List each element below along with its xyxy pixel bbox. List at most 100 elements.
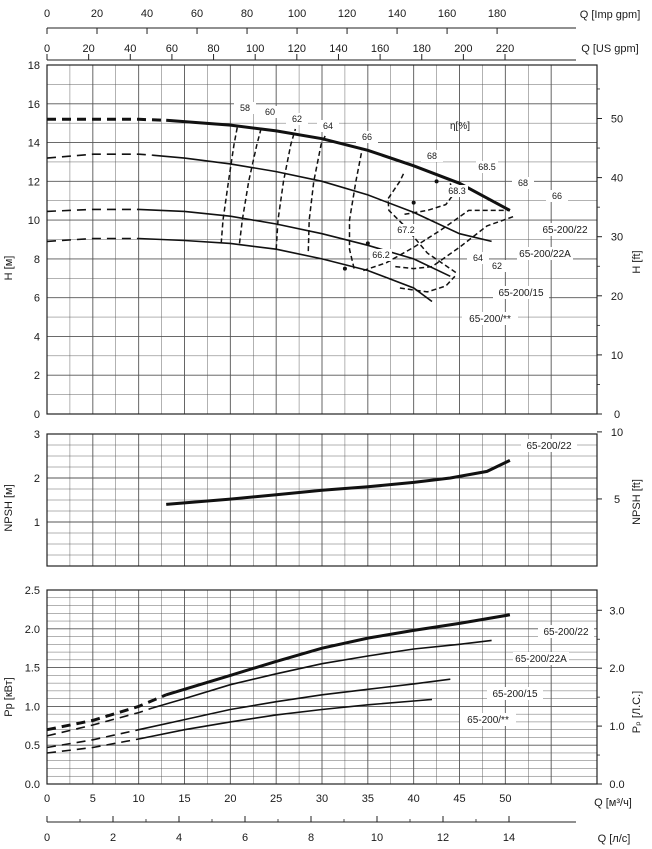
power-y-tick-label: 1.5 bbox=[25, 663, 40, 675]
head-curve-label-65-200/22: 65-200/22 bbox=[542, 225, 587, 236]
ls-tick-label: 4 bbox=[176, 832, 182, 844]
efficiency-label-62: 62 bbox=[492, 261, 502, 271]
efficiency-point-67.2 bbox=[365, 241, 370, 246]
efficiency-line-62 bbox=[275, 128, 297, 250]
efficiency-label-bg bbox=[356, 131, 378, 143]
head-curve-label-65-200/**: 65-200/** bbox=[469, 314, 511, 325]
curves-layer bbox=[46, 117, 515, 754]
imp-gpm-tick-label: 60 bbox=[191, 8, 203, 20]
head-y-tick-label: 0 bbox=[34, 409, 40, 421]
us-gpm-tick-label: 160 bbox=[371, 43, 389, 55]
efficiency-label-bg bbox=[467, 252, 489, 264]
head-y-label-right: H [ft] bbox=[631, 250, 643, 273]
imp-gpm-tick-label: 80 bbox=[241, 8, 253, 20]
head-right-tick-label: 0 bbox=[614, 409, 620, 421]
power-y-tick-label: 2.5 bbox=[25, 585, 40, 597]
power-curve-label-bg bbox=[460, 713, 516, 726]
head-y-tick-label: 14 bbox=[28, 138, 40, 150]
power-y-tick-label: 1.0 bbox=[25, 701, 40, 713]
imp-gpm-tick-label: 100 bbox=[288, 8, 306, 20]
x-tick-label-m3h: 20 bbox=[224, 793, 236, 805]
efficiency-label-bg bbox=[317, 120, 339, 132]
power-curve-dashed-65-200/** bbox=[46, 738, 139, 754]
ls-tick-label: 14 bbox=[503, 832, 515, 844]
us-gpm-tick-label: 200 bbox=[454, 43, 472, 55]
efficiency-line-66 bbox=[348, 148, 364, 269]
power-curve-label-bg bbox=[513, 652, 569, 665]
head-curve-65-200/15 bbox=[138, 208, 451, 278]
efficiency-label-bg bbox=[546, 190, 568, 202]
npsh-y-tick-label: 3 bbox=[34, 429, 40, 441]
npsh-y-label-right: NPSH [ft] bbox=[631, 479, 643, 525]
us-gpm-tick-label: 220 bbox=[496, 43, 514, 55]
x-tick-label-m3h: 5 bbox=[90, 793, 96, 805]
power-y-label-right: Pₚ [Л.С.] bbox=[631, 691, 643, 734]
power-y-tick-label: 0.5 bbox=[25, 740, 40, 752]
efficiency-point-66.2 bbox=[342, 266, 347, 271]
power-right-tick-label: 2.0 bbox=[609, 663, 624, 675]
power-right-tick-label: 3.0 bbox=[609, 605, 624, 617]
x-tick-label-m3h: 45 bbox=[453, 793, 465, 805]
head-right-tick-label: 20 bbox=[611, 291, 623, 303]
npsh-right-tick-label: 5 bbox=[614, 494, 620, 506]
ls-tick-label: 2 bbox=[110, 832, 116, 844]
x-tick-label-m3h: 40 bbox=[408, 793, 420, 805]
power-curve-65-200/22 bbox=[165, 613, 511, 697]
efficiency-label-68.5: 68.5 bbox=[478, 162, 496, 172]
efficiency-line-58 bbox=[220, 124, 239, 244]
head-y-tick-label: 6 bbox=[34, 293, 40, 305]
us-gpm-tick-label: 60 bbox=[166, 43, 178, 55]
imp-gpm-tick-label: 0 bbox=[44, 8, 50, 20]
power-curve-label-bg bbox=[487, 687, 543, 700]
npsh-right-tick-label: 10 bbox=[611, 427, 623, 439]
panel-frame-2 bbox=[46, 589, 598, 785]
efficiency-label-66: 66 bbox=[362, 132, 372, 142]
efficiency-line-62 bbox=[399, 275, 456, 293]
head-right-tick-label: 50 bbox=[611, 114, 623, 126]
imp-gpm-tick-label: 20 bbox=[91, 8, 103, 20]
efficiency-title: η[%] bbox=[450, 121, 470, 132]
head-curve-label-65-200/22A: 65-200/22A bbox=[519, 249, 571, 260]
efficiency-line-60 bbox=[238, 126, 263, 244]
head-right-tick-label: 30 bbox=[611, 232, 623, 244]
ls-tick-label: 0 bbox=[44, 832, 50, 844]
ls-tick-label: 12 bbox=[437, 832, 449, 844]
head-curve-dashed-65-200/22A bbox=[46, 153, 153, 159]
npsh-curve-label-bg bbox=[521, 439, 577, 452]
head-curve-label-bg bbox=[517, 247, 573, 260]
head-curve-label-bg bbox=[537, 223, 593, 236]
efficiency-line-66 bbox=[363, 209, 510, 272]
power-curve-label-65-200/15: 65-200/15 bbox=[492, 689, 537, 700]
us-gpm-tick-label: 20 bbox=[83, 43, 95, 55]
labels-layer: 58 60 62 64 66 68 68.5 68.3 68 66 67.2 66.2 64 62 65-2… bbox=[234, 102, 594, 726]
x-tick-label-m3h: 15 bbox=[178, 793, 190, 805]
efficiency-label-68: 68 bbox=[518, 178, 528, 188]
imp-gpm-tick-label: 160 bbox=[438, 8, 456, 20]
bottom-ls-axis-label: Q [л/с] bbox=[598, 833, 631, 845]
us-gpm-tick-label: 80 bbox=[207, 43, 219, 55]
efficiency-label-68: 68 bbox=[427, 151, 437, 161]
npsh-y-label: NPSH [м] bbox=[3, 484, 15, 531]
x-tick-label-m3h: 10 bbox=[133, 793, 145, 805]
efficiency-label-bg bbox=[512, 177, 534, 189]
efficiency-line-68 bbox=[387, 171, 457, 274]
head-y-tick-label: 18 bbox=[28, 60, 40, 72]
top-us-axis-label: Q [US gpm] bbox=[581, 43, 638, 55]
ls-tick-label: 8 bbox=[308, 832, 314, 844]
efficiency-label-62: 62 bbox=[292, 114, 302, 124]
efficiency-label-66.2: 66.2 bbox=[372, 250, 390, 260]
efficiency-label-bg bbox=[486, 260, 508, 272]
imp-gpm-tick-label: 140 bbox=[388, 8, 406, 20]
efficiency-label-67.2: 67.2 bbox=[397, 225, 415, 235]
efficiency-label-bg bbox=[259, 106, 281, 118]
power-curve-dashed-65-200/22 bbox=[46, 693, 167, 732]
x-tick-label-m3h: 50 bbox=[499, 793, 511, 805]
head-curve-label-65-200/15: 65-200/15 bbox=[498, 288, 543, 299]
power-y-tick-label: 0.0 bbox=[25, 779, 40, 791]
efficiency-point-68.3 bbox=[411, 200, 416, 205]
efficiency-label-66: 66 bbox=[552, 191, 562, 201]
x-tick-label-m3h: 35 bbox=[362, 793, 374, 805]
x-tick-label-m3h: 30 bbox=[316, 793, 328, 805]
panel-frame-1 bbox=[46, 433, 598, 567]
